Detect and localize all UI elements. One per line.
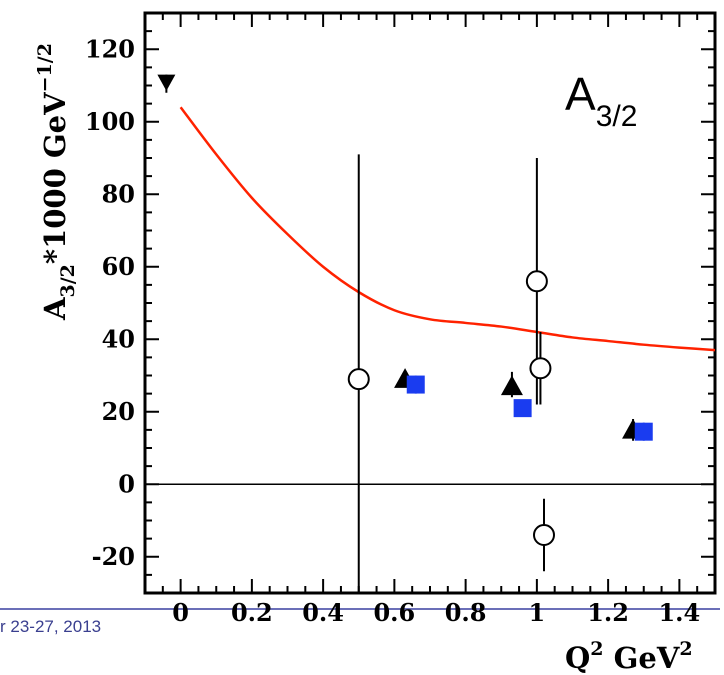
y-tick-label: 120 xyxy=(85,34,135,63)
axes: -20 0 20 40 60 80 100 120 0 0.2 0.4 0.6 0.8 1 1.2 1.4 xyxy=(85,12,716,627)
x-tick-label: 0.8 xyxy=(445,598,487,627)
x-axis-label-q: Q xyxy=(565,641,590,675)
y-tick-label: 0 xyxy=(118,469,135,498)
x-tick-label: 0 xyxy=(172,598,189,627)
x-axis-label-sup2: 2 xyxy=(679,638,692,660)
data-point-square xyxy=(513,399,532,418)
y-tick-label: -20 xyxy=(92,542,135,571)
x-tick-label: 1 xyxy=(529,598,546,627)
y-tick-label: 80 xyxy=(102,179,135,208)
y-tick-label: 20 xyxy=(102,397,135,426)
y-axis-label-sup: −1/2 xyxy=(34,43,56,92)
data-point-open-circle xyxy=(529,357,552,380)
data-point-open-circle xyxy=(533,524,555,546)
y-axis-label: A3/2*1000 GeV−1/2 xyxy=(34,43,79,321)
x-tick-label: 1.2 xyxy=(587,598,629,627)
data-point-open-circle xyxy=(347,368,370,391)
inset-label: A3/2 xyxy=(565,68,637,133)
data-point-triangle-down xyxy=(157,74,176,91)
x-tick-label: 0.6 xyxy=(373,598,415,627)
x-tick-label: 0.2 xyxy=(231,598,273,627)
model-curve xyxy=(179,106,715,352)
footer-text: r 23-27, 2013 xyxy=(0,617,101,636)
inset-label-main: A xyxy=(565,68,596,120)
y-axis-label-sub: 3/2 xyxy=(57,264,79,297)
x-axis-label-gev: GeV xyxy=(604,641,680,675)
y-tick-label: 40 xyxy=(102,324,135,353)
x-tick-label: 1.4 xyxy=(658,598,700,627)
y-axis-label-post: *1000 GeV xyxy=(38,92,72,264)
y-axis-label-pre: A xyxy=(38,297,72,321)
x-tick-label: 0.4 xyxy=(302,598,344,627)
y-tick-label: 100 xyxy=(85,107,135,136)
y-tick-label: 60 xyxy=(102,252,135,281)
data-point-open-circle xyxy=(525,270,548,293)
x-axis-label: Q2 GeV2 xyxy=(565,638,693,675)
data-point-triangle-up xyxy=(500,375,523,396)
plot-area xyxy=(145,74,715,593)
data-point-square xyxy=(634,422,653,441)
inset-label-sub: 3/2 xyxy=(596,100,638,133)
data-point-square xyxy=(406,375,425,394)
x-axis-label-sup1: 2 xyxy=(590,638,603,660)
